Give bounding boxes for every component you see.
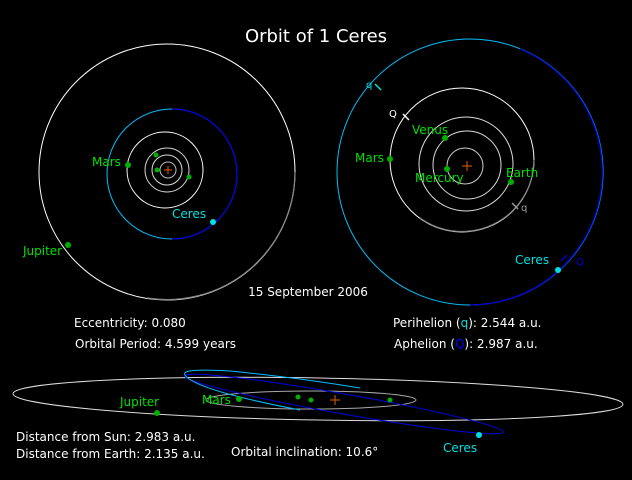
earth-orbit [144, 147, 190, 193]
venus-label: Venus [412, 123, 448, 137]
ceres-orbit [336, 38, 604, 306]
inner-view: q Q q Q Venus Mars Mercury Earth Ceres [336, 38, 604, 306]
jupiter-label: Jupiter [119, 395, 159, 409]
jupiter-label: Jupiter [22, 244, 62, 258]
earth-label: Earth [506, 166, 538, 180]
distance-from-sun: Distance from Sun: 2.983 a.u. [16, 430, 195, 444]
mars-label: Mars [355, 151, 384, 165]
outer-view: Jupiter Mars Ceres [22, 43, 296, 301]
orbital-period: Orbital Period: 4.599 years [75, 337, 236, 351]
venus-orbit [432, 130, 502, 200]
ceres-label: Ceres [443, 441, 477, 455]
ceres-orbit [183, 373, 505, 435]
mercury-label: Mercury [415, 171, 464, 185]
mercury-dot [444, 166, 450, 172]
mercury-orbit [159, 161, 177, 179]
perihelion: Perihelion (q): 2.544 a.u. [393, 316, 541, 330]
eccentricity: Eccentricity: 0.080 [74, 316, 186, 330]
mars-label: Mars [92, 155, 121, 169]
ceres-dot [555, 267, 561, 273]
mars-orbit [205, 390, 417, 410]
sun-icon [330, 395, 340, 405]
venus-dot [442, 135, 448, 141]
svg-text:q: q [521, 203, 527, 214]
aphelion: Aphelion (Q): 2.987 a.u. [394, 337, 538, 351]
mars-dot [125, 162, 131, 168]
ceres-label: Ceres [515, 253, 549, 267]
title: Orbit of 1 Ceres [245, 26, 387, 47]
earth-orbit [418, 116, 514, 212]
date: 15 September 2006 [248, 285, 368, 299]
mars-dot [387, 156, 393, 162]
side-view: Jupiter Mars Ceres [12, 369, 624, 455]
jupiter-dot [154, 410, 160, 416]
ceres-dot [210, 219, 216, 225]
ceres-dot [476, 432, 482, 438]
venus-orbit [151, 154, 183, 186]
ceres-label: Ceres [172, 207, 206, 221]
jupiter-dot [65, 242, 71, 248]
mars-label: Mars [202, 393, 231, 407]
earth-dot [508, 179, 514, 185]
distance-from-earth: Distance from Earth: 2.135 a.u. [16, 447, 205, 461]
svg-text:Q: Q [576, 257, 584, 268]
orbital-inclination: Orbital inclination: 10.6° [231, 445, 378, 459]
sun-icon [164, 166, 172, 174]
jupiter-orbit [38, 43, 296, 301]
mars-orbit [126, 131, 204, 209]
jupiter-orbit [12, 376, 624, 422]
sun-icon [462, 161, 472, 171]
svg-text:q: q [366, 80, 372, 91]
mars-dot [236, 396, 242, 402]
svg-text:Q: Q [389, 109, 397, 120]
